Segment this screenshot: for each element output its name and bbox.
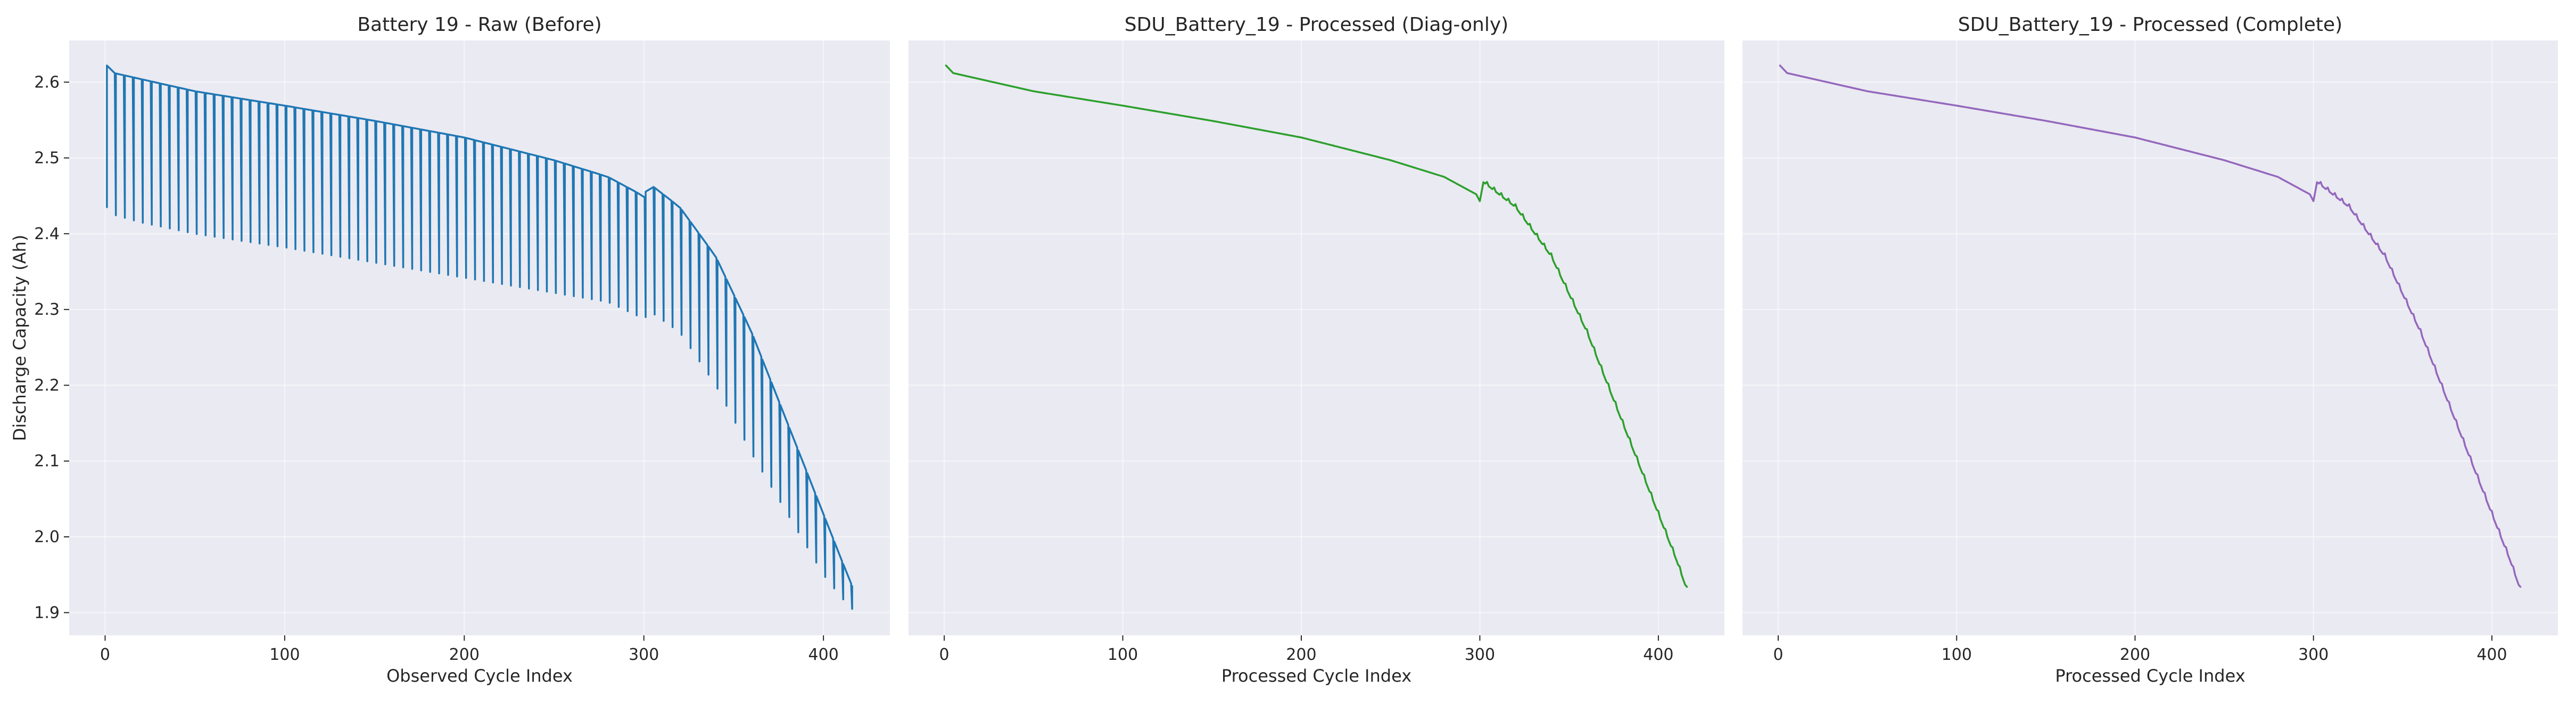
panel-complete: SDU_Battery_19 - Processed (Complete) 0 1… <box>1743 14 2558 686</box>
x-tick-label: 0 <box>939 645 950 664</box>
x-tick-label: 100 <box>269 645 300 664</box>
capacity-series-line <box>1779 64 2522 588</box>
y-axis-label: Discharge Capacity (Ah) <box>10 235 30 442</box>
y-tick-label: 2.1 <box>34 452 60 471</box>
x-tick-label: 200 <box>449 645 480 664</box>
y-tick-label: 2.6 <box>34 73 60 92</box>
y-tick-label: 2.4 <box>34 225 60 243</box>
chart-title: SDU_Battery_19 - Processed (Complete) <box>1958 14 2342 36</box>
x-tick-label: 200 <box>2120 645 2150 664</box>
x-axis-label: Processed Cycle Index <box>2055 666 2245 686</box>
plot-area <box>909 40 1724 635</box>
x-tick-label: 300 <box>1465 645 1495 664</box>
x-tick-label: 300 <box>2298 645 2329 664</box>
x-tick-label: 100 <box>1942 645 1972 664</box>
capacity-series-line <box>945 64 1688 588</box>
y-tick-label: 2.3 <box>34 300 60 319</box>
x-tick-label: 400 <box>1643 645 1673 664</box>
chart-title: SDU_Battery_19 - Processed (Diag-only) <box>1125 14 1508 36</box>
x-tick-label: 0 <box>100 645 110 664</box>
y-tick-label: 2.5 <box>34 149 60 168</box>
x-tick-label: 100 <box>1108 645 1138 664</box>
x-axis-label: Processed Cycle Index <box>1221 666 1411 686</box>
y-tick-label: 2.2 <box>34 376 60 395</box>
chart-title: Battery 19 - Raw (Before) <box>357 14 601 36</box>
panel-diag-only: SDU_Battery_19 - Processed (Diag-only) 0… <box>909 14 1724 686</box>
y-tick-label: 2.0 <box>34 528 60 546</box>
x-tick-label: 300 <box>629 645 659 664</box>
x-tick-label: 200 <box>1286 645 1316 664</box>
x-tick-label: 0 <box>1773 645 1783 664</box>
capacity-series-line <box>106 64 853 610</box>
x-axis-label: Observed Cycle Index <box>386 666 573 686</box>
plot-area <box>69 40 890 635</box>
panel-raw: Battery 19 - Raw (Before) 0 100 200 300 400 1… <box>10 14 890 686</box>
y-tick-label: 1.9 <box>34 603 60 622</box>
plot-area <box>1743 40 2558 635</box>
x-tick-label: 400 <box>2476 645 2507 664</box>
x-tick-label: 400 <box>808 645 839 664</box>
